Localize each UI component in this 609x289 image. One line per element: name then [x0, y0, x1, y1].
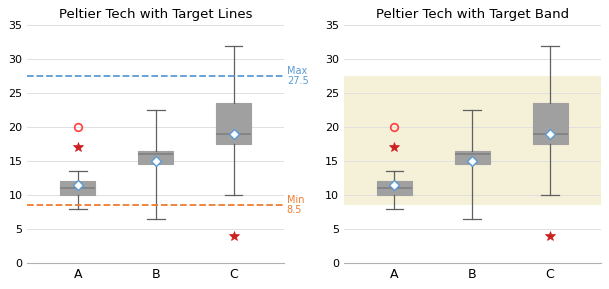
Title: Peltier Tech with Target Lines: Peltier Tech with Target Lines — [59, 8, 253, 21]
Bar — [343, 76, 600, 205]
PathPatch shape — [138, 151, 174, 164]
PathPatch shape — [532, 103, 568, 144]
PathPatch shape — [455, 151, 490, 164]
PathPatch shape — [377, 181, 412, 195]
Text: 8.5: 8.5 — [287, 205, 302, 215]
Text: Max: Max — [287, 66, 307, 76]
Title: Peltier Tech with Target Band: Peltier Tech with Target Band — [376, 8, 569, 21]
Text: 27.5: 27.5 — [287, 76, 309, 86]
Text: Min: Min — [287, 195, 304, 205]
PathPatch shape — [216, 103, 251, 144]
PathPatch shape — [60, 181, 96, 195]
